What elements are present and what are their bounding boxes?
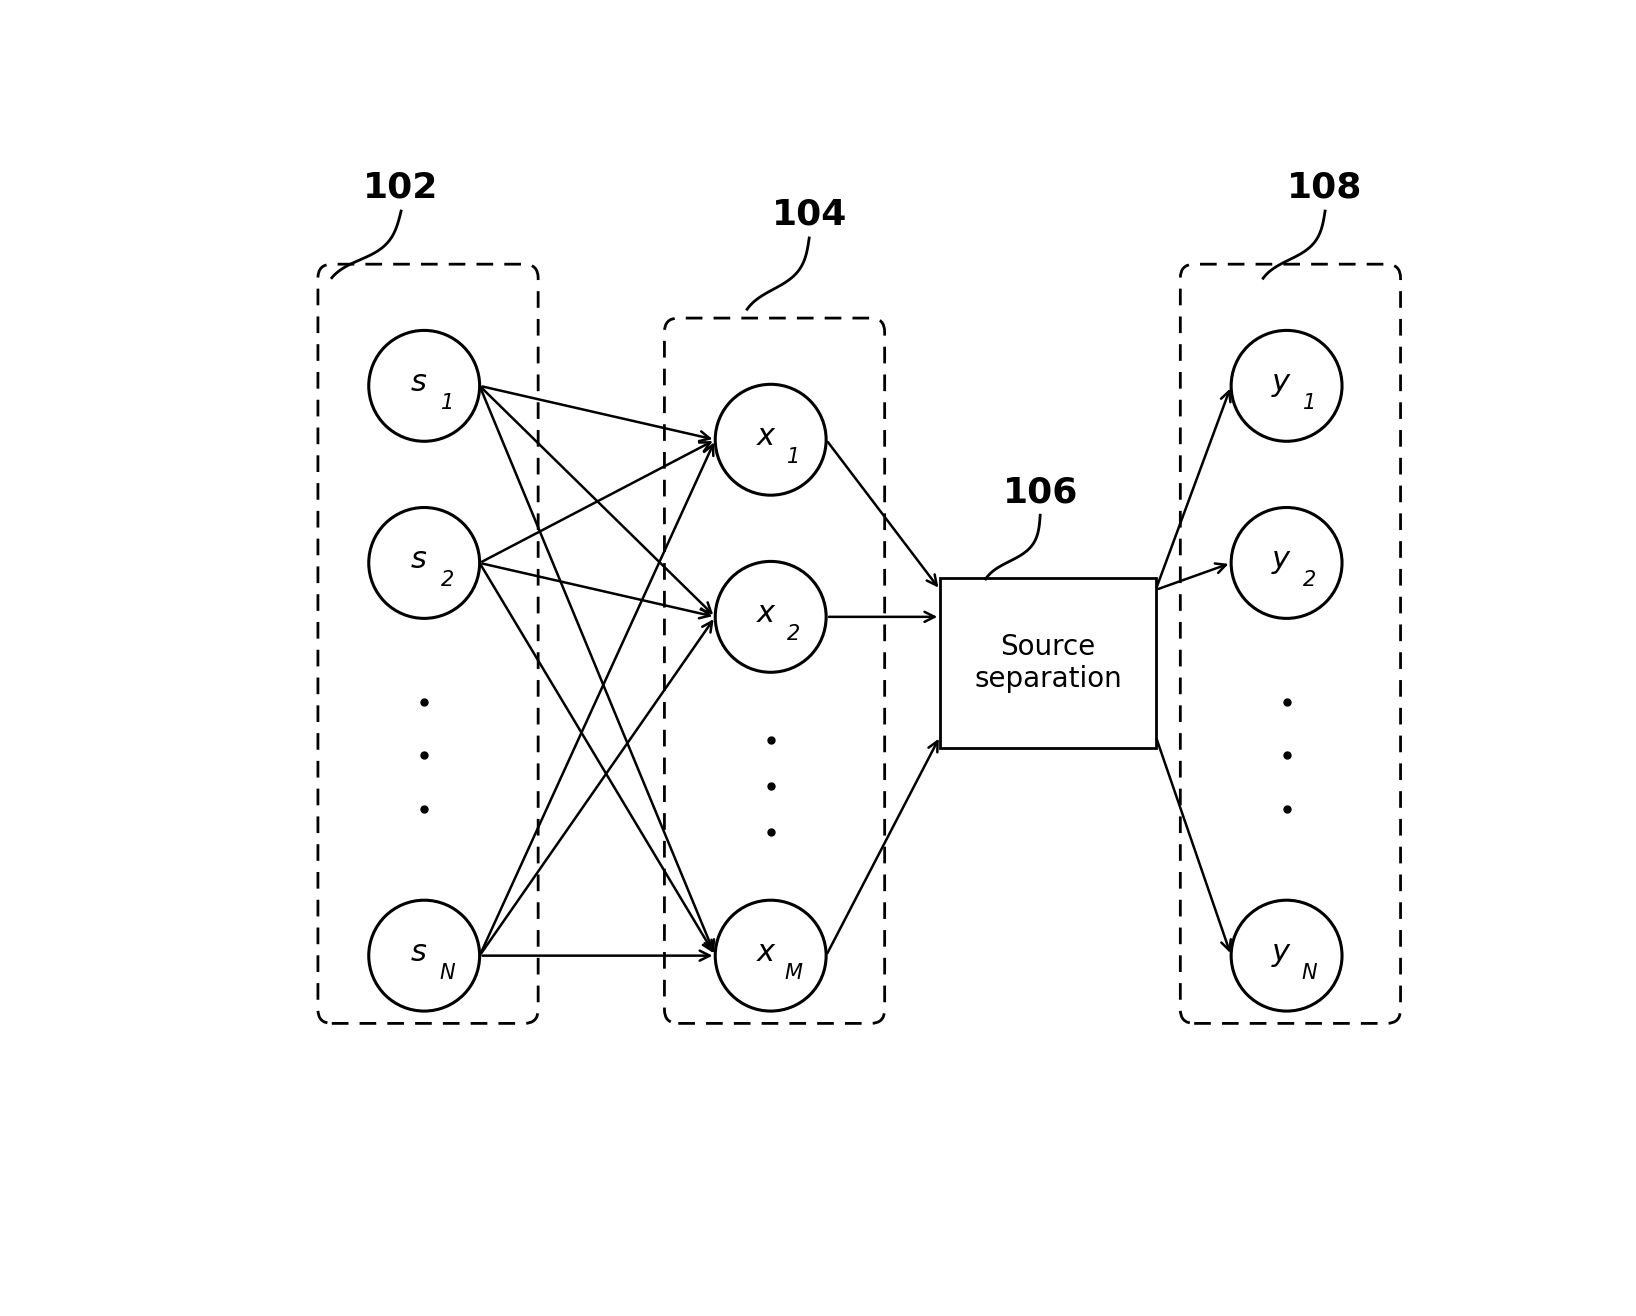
Circle shape xyxy=(1232,330,1342,441)
Text: 108: 108 xyxy=(1288,171,1363,205)
Text: 1: 1 xyxy=(1302,392,1317,413)
Circle shape xyxy=(715,384,826,495)
Text: x: x xyxy=(756,938,774,967)
Bar xyxy=(941,578,1155,747)
Text: y: y xyxy=(1273,938,1291,967)
Circle shape xyxy=(368,330,479,441)
Text: y: y xyxy=(1273,368,1291,397)
Circle shape xyxy=(368,508,479,619)
Text: M: M xyxy=(785,962,803,983)
Text: N: N xyxy=(1302,962,1317,983)
Text: s: s xyxy=(411,368,427,397)
Text: x: x xyxy=(756,599,774,628)
Text: y: y xyxy=(1273,545,1291,574)
Text: 1: 1 xyxy=(787,446,800,467)
Circle shape xyxy=(1232,900,1342,1011)
Text: 2: 2 xyxy=(440,570,453,590)
Text: Source
separation: Source separation xyxy=(973,633,1122,694)
Text: x: x xyxy=(756,422,774,451)
Text: 2: 2 xyxy=(1302,570,1317,590)
Circle shape xyxy=(368,900,479,1011)
Text: 1: 1 xyxy=(440,392,453,413)
Text: 102: 102 xyxy=(363,171,438,205)
Circle shape xyxy=(715,562,826,672)
Text: 2: 2 xyxy=(787,624,800,644)
Text: s: s xyxy=(411,938,427,967)
Text: s: s xyxy=(411,545,427,574)
Text: 104: 104 xyxy=(772,197,847,232)
Circle shape xyxy=(715,900,826,1011)
Text: 106: 106 xyxy=(1003,475,1078,509)
Text: N: N xyxy=(440,962,455,983)
Circle shape xyxy=(1232,508,1342,619)
